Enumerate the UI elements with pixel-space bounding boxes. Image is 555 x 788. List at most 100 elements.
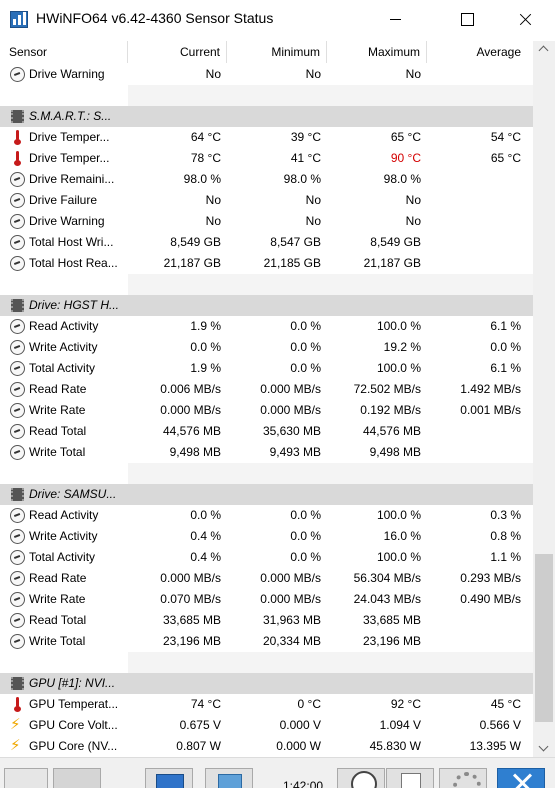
column-header-average[interactable]: Average	[476, 45, 521, 59]
window-title: HWiNFO64 v6.42-4360 Sensor Status	[36, 10, 274, 26]
average-value: 0.293 MB/s	[460, 571, 521, 585]
sensor-name: Total Activity	[29, 550, 96, 564]
sensor-name: Write Rate	[29, 403, 86, 417]
sensor-group-row[interactable]: Drive: SAMSU...	[0, 484, 533, 505]
sensor-row[interactable]: Read Activity 1.9 % 0.0 % 100.0 % 6.1 %	[0, 316, 533, 337]
spacer-row	[0, 652, 533, 673]
network-icon[interactable]	[205, 768, 253, 788]
maximum-value: 45.830 W	[369, 739, 421, 753]
maximum-value: 1.094 V	[379, 718, 421, 732]
scroll-up-arrow-icon[interactable]	[533, 41, 555, 58]
report-icon[interactable]	[386, 768, 434, 788]
scrollbar-thumb[interactable]	[535, 554, 553, 722]
average-value: 0.8 %	[490, 529, 521, 543]
sensor-row[interactable]: Write Activity 0.0 % 0.0 % 19.2 % 0.0 %	[0, 337, 533, 358]
average-value	[427, 421, 527, 442]
current-value: 64 °C	[190, 130, 221, 144]
sensor-name: Read Rate	[29, 382, 87, 396]
sensor-row[interactable]: ⚡ GPU Core Volt... 0.675 V 0.000 V 1.094 V 0.…	[0, 715, 533, 736]
maximum-value: 56.304 MB/s	[353, 571, 421, 585]
sensor-row[interactable]: Drive Warning No No No	[0, 64, 533, 85]
sensor-row[interactable]: Write Activity 0.4 % 0.0 % 16.0 % 0.8 %	[0, 526, 533, 547]
hwinfo-app-icon[interactable]	[10, 11, 28, 28]
sensor-group-row[interactable]: Drive: HGST H...	[0, 295, 533, 316]
column-header-maximum[interactable]: Maximum	[327, 41, 427, 63]
sensor-row[interactable]: ⚡ GPU Core (NV... 0.807 W 0.000 W 45.830 W 13…	[0, 736, 533, 757]
sensor-group-row[interactable]: GPU [#1]: NVI...	[0, 673, 533, 694]
minimum-value: 0.0 %	[290, 529, 321, 543]
current-value: 1.9 %	[190, 319, 221, 333]
sensor-row[interactable]: Read Total 33,685 MB 31,963 MB 33,685 MB	[0, 610, 533, 631]
elapsed-time: 1:42:00	[283, 779, 324, 788]
minimum-value: 35,630 MB	[262, 424, 321, 438]
sensor-row[interactable]: Write Total 9,498 MB 9,493 MB 9,498 MB	[0, 442, 533, 463]
sensor-name: Read Total	[29, 613, 87, 627]
average-value: 1.1 %	[490, 550, 521, 564]
sensor-row[interactable]: Drive Temper... 78 °C 41 °C 90 °C 65 °C	[0, 148, 533, 169]
clock-gauge-icon	[10, 67, 25, 82]
sensor-row[interactable]: Read Activity 0.0 % 0.0 % 100.0 % 0.3 %	[0, 505, 533, 526]
current-value: 33,685 MB	[162, 613, 221, 627]
close-window-button[interactable]	[501, 0, 547, 40]
maximize-button[interactable]	[443, 0, 489, 40]
clock-gauge-icon	[10, 340, 25, 355]
navigation-arrows-button[interactable]	[4, 768, 48, 788]
minimum-value: 0.0 %	[290, 550, 321, 564]
sensor-row[interactable]: Write Rate 0.070 MB/s 0.000 MB/s 24.043 MB/…	[0, 589, 533, 610]
monitor-icon[interactable]	[145, 768, 193, 788]
minimum-value: 0.0 %	[290, 508, 321, 522]
sensor-row[interactable]: Total Activity 1.9 % 0.0 % 100.0 % 6.1 %	[0, 358, 533, 379]
column-header-sensor[interactable]: Sensor	[0, 41, 128, 63]
sensor-row[interactable]: Read Total 44,576 MB 35,630 MB 44,576 MB	[0, 421, 533, 442]
sensor-row[interactable]: Drive Temper... 64 °C 39 °C 65 °C 54 °C	[0, 127, 533, 148]
sensor-row[interactable]: GPU Temperat... 74 °C 0 °C 92 °C 45 °C	[0, 694, 533, 715]
current-value: 0.0 %	[190, 340, 221, 354]
sensor-row[interactable]: Read Rate 0.000 MB/s 0.000 MB/s 56.304 MB/s…	[0, 568, 533, 589]
average-value	[427, 442, 527, 463]
average-value: 0.566 V	[479, 718, 521, 732]
minimum-value: 0.000 V	[279, 718, 321, 732]
sensor-row[interactable]: Write Rate 0.000 MB/s 0.000 MB/s 0.192 MB/s…	[0, 400, 533, 421]
sensor-row[interactable]: Read Rate 0.006 MB/s 0.000 MB/s 72.502 MB/s…	[0, 379, 533, 400]
vertical-scrollbar[interactable]	[533, 41, 555, 757]
minimum-value: 0.000 MB/s	[260, 382, 321, 396]
sensor-name: Drive Temper...	[29, 130, 110, 144]
sensor-row[interactable]: Write Total 23,196 MB 20,334 MB 23,196 MB	[0, 631, 533, 652]
minimum-value: No	[305, 193, 321, 207]
minimum-value: 9,493 MB	[269, 445, 321, 459]
close-sensors-icon[interactable]	[497, 768, 545, 788]
sensor-row[interactable]: Drive Remaini... 98.0 % 98.0 % 98.0 %	[0, 169, 533, 190]
maximum-value: 98.0 %	[383, 172, 421, 186]
sensor-row[interactable]: Total Activity 0.4 % 0.0 % 100.0 % 1.1 %	[0, 547, 533, 568]
sensor-row[interactable]: Drive Failure No No No	[0, 190, 533, 211]
sensor-name: Read Activity	[29, 508, 99, 522]
reset-arrows-button[interactable]	[53, 768, 101, 788]
sensor-group-row[interactable]: S.M.A.R.T.: S...	[0, 106, 533, 127]
column-header-current[interactable]: Current	[128, 41, 227, 63]
sensor-row[interactable]: Drive Warning No No No	[0, 211, 533, 232]
minimum-value: 20,334 MB	[262, 634, 321, 648]
chip-icon	[11, 677, 24, 690]
minimize-button[interactable]	[372, 0, 418, 40]
maximum-value: 24.043 MB/s	[353, 592, 421, 606]
sensor-row[interactable]: Total Host Rea... 21,187 GB 21,185 GB 21,18…	[0, 253, 533, 274]
maximum-value: 33,685 MB	[362, 613, 421, 627]
clock-icon[interactable]	[337, 768, 385, 788]
scroll-down-arrow-icon[interactable]	[533, 740, 555, 757]
current-value: 0.0 %	[190, 508, 221, 522]
minimum-value: 0.0 %	[290, 340, 321, 354]
clock-gauge-icon	[10, 613, 25, 628]
average-value	[427, 253, 527, 274]
sensor-row[interactable]: Total Host Wri... 8,549 GB 8,547 GB 8,549 G…	[0, 232, 533, 253]
group-label: S.M.A.R.T.: S...	[29, 109, 112, 123]
average-value: 0.001 MB/s	[460, 403, 521, 417]
column-header-minimum[interactable]: Minimum	[227, 41, 327, 63]
group-label: Drive: SAMSU...	[29, 487, 117, 501]
thermometer-icon	[10, 130, 25, 145]
maximum-value: 16.0 %	[383, 529, 421, 543]
sensor-table-body[interactable]: Drive Warning No No No S.M.A.R.T.: S... Drive…	[0, 64, 533, 757]
clock-gauge-icon	[10, 508, 25, 523]
settings-gear-icon[interactable]	[439, 768, 487, 788]
lightning-icon: ⚡	[10, 715, 21, 733]
sensor-name: GPU Core Volt...	[29, 718, 118, 732]
